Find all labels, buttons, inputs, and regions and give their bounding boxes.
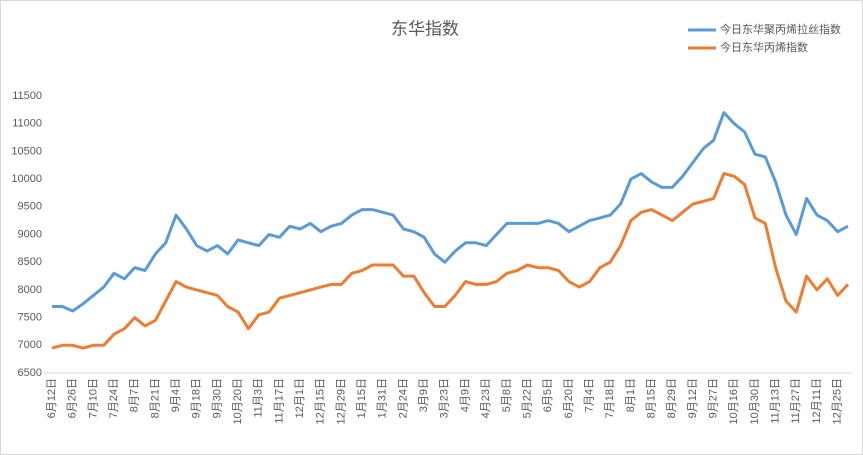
legend-label: 今日东华聚丙烯拉丝指数 — [720, 22, 841, 36]
x-tick-label: 4月23日 — [480, 378, 492, 418]
x-tick-label: 8月15日 — [645, 378, 657, 418]
x-tick-label: 11月17日 — [273, 378, 285, 424]
x-tick-label: 11月27日 — [790, 378, 802, 424]
x-tick-label: 9月12日 — [687, 378, 699, 418]
x-tick-label: 8月29日 — [666, 378, 678, 418]
y-tick-label: 9500 — [18, 201, 42, 213]
x-tick-label: 11月3日 — [253, 378, 265, 418]
x-tick-label: 6月12日 — [46, 378, 58, 418]
x-tick-label: 6月26日 — [67, 378, 79, 418]
series-line — [51, 172, 850, 350]
x-tick-label: 8月21日 — [149, 378, 161, 418]
x-tick-label: 7月18日 — [604, 378, 616, 418]
x-tick-label: 5月22日 — [521, 378, 533, 418]
x-tick-label: 10月20日 — [232, 378, 244, 424]
x-tick-label: 4月9日 — [459, 378, 471, 412]
x-tick-label: 10月30日 — [749, 378, 761, 424]
x-tick-label: 2月24日 — [397, 378, 409, 418]
x-tick-label: 7月24日 — [108, 378, 120, 418]
y-tick-label: 8500 — [18, 256, 42, 268]
y-tick-label: 7000 — [18, 339, 42, 351]
x-tick-label: 11月13日 — [770, 378, 782, 424]
y-tick-label: 7500 — [18, 312, 42, 324]
x-tick-label: 12月11日 — [811, 378, 823, 424]
chart-title: 东华指数 — [391, 19, 459, 38]
legend-label: 今日东华丙烯指数 — [720, 40, 808, 54]
y-tick-label: 11500 — [12, 90, 42, 102]
y-tick-label: 11000 — [12, 118, 42, 130]
x-tick-label: 8月7日 — [129, 378, 141, 412]
x-tick-label: 12月25日 — [832, 378, 844, 424]
x-tick-label: 6月20日 — [563, 378, 575, 418]
x-tick-label: 5月8日 — [501, 378, 513, 412]
x-tick-label: 12月29日 — [335, 378, 347, 424]
x-tick-label: 1月15日 — [356, 378, 368, 418]
y-tick-label: 10000 — [11, 173, 42, 185]
x-tick-label: 3月23日 — [439, 378, 451, 418]
x-tick-label: 7月4日 — [583, 378, 595, 412]
x-tick-label: 3月9日 — [418, 378, 430, 412]
x-tick-label: 12月15日 — [315, 378, 327, 424]
y-tick-label: 8000 — [18, 284, 42, 296]
x-tick-label: 9月27日 — [708, 378, 720, 418]
x-tick-label: 9月4日 — [170, 378, 182, 412]
x-tick-label: 7月10日 — [87, 378, 99, 418]
x-tick-label: 9月18日 — [191, 378, 203, 418]
x-tick-label: 6月5日 — [542, 378, 554, 412]
x-tick-label: 1月31日 — [377, 378, 389, 418]
x-tick-label: 12月1日 — [294, 378, 306, 418]
series-line — [52, 111, 849, 313]
y-tick-label: 9000 — [18, 228, 42, 240]
x-tick-label: 9月30日 — [211, 378, 223, 418]
y-tick-label: 6500 — [18, 367, 42, 379]
x-tick-label: 10月16日 — [728, 378, 740, 424]
x-tick-label: 8月1日 — [625, 378, 637, 412]
y-tick-label: 10500 — [11, 145, 42, 157]
